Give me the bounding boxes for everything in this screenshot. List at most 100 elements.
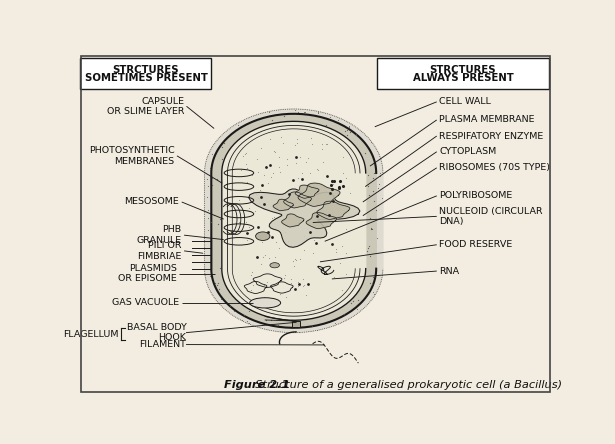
Point xyxy=(272,322,282,329)
Point xyxy=(304,229,314,236)
Point xyxy=(244,204,253,211)
Point xyxy=(240,150,250,157)
Point xyxy=(269,213,279,220)
Point xyxy=(253,223,263,230)
Text: STRCTURES: STRCTURES xyxy=(430,65,496,75)
Point xyxy=(203,182,213,190)
Point xyxy=(242,317,252,325)
Point xyxy=(293,282,303,289)
Point xyxy=(371,182,381,189)
Point xyxy=(312,234,322,241)
Point xyxy=(340,127,350,134)
Point xyxy=(286,276,296,283)
Polygon shape xyxy=(205,109,383,333)
Text: ALWAYS PRESENT: ALWAYS PRESENT xyxy=(413,73,514,83)
Point xyxy=(279,112,289,119)
Point xyxy=(331,201,341,208)
Point xyxy=(266,174,276,181)
Point xyxy=(363,244,373,251)
Point xyxy=(297,175,307,182)
Point xyxy=(217,144,227,151)
Point xyxy=(362,247,372,254)
Point xyxy=(313,166,323,174)
Point xyxy=(298,283,308,290)
Point xyxy=(292,140,302,147)
Point xyxy=(302,226,312,233)
Point xyxy=(234,218,244,226)
Point xyxy=(303,154,313,161)
Point xyxy=(328,198,338,205)
Point xyxy=(338,169,347,176)
Point xyxy=(239,312,249,319)
Point xyxy=(331,248,341,255)
Point xyxy=(269,147,279,155)
Point xyxy=(253,168,263,175)
Point xyxy=(328,180,338,187)
Point xyxy=(226,303,236,310)
Polygon shape xyxy=(317,201,350,219)
Point xyxy=(295,154,304,161)
Point xyxy=(366,139,376,146)
Point xyxy=(300,246,309,254)
Point xyxy=(284,238,293,245)
Point xyxy=(344,190,354,197)
Point xyxy=(202,193,212,200)
Point xyxy=(317,266,327,273)
Point xyxy=(261,163,271,170)
Point xyxy=(205,165,215,172)
Point xyxy=(207,182,217,189)
Point xyxy=(260,281,269,288)
Text: RIBOSOMES (70S TYPE): RIBOSOMES (70S TYPE) xyxy=(439,163,550,172)
Point xyxy=(375,170,384,177)
Point xyxy=(373,184,383,191)
Point xyxy=(295,280,304,287)
Point xyxy=(353,297,363,304)
Point xyxy=(309,188,319,195)
Point xyxy=(259,200,269,207)
Text: PLASMA MEMBRANE: PLASMA MEMBRANE xyxy=(439,115,534,124)
Point xyxy=(269,149,279,156)
Point xyxy=(274,154,284,161)
Text: RNA: RNA xyxy=(439,266,459,276)
Point xyxy=(365,242,375,250)
Point xyxy=(299,108,309,115)
Point xyxy=(291,160,301,167)
Point xyxy=(213,220,223,227)
Point xyxy=(367,280,377,287)
Point xyxy=(215,143,224,150)
Point xyxy=(293,108,303,115)
Text: BASAL BODY
HOOK: BASAL BODY HOOK xyxy=(127,323,186,342)
Point xyxy=(286,279,296,286)
Point xyxy=(255,199,264,206)
Point xyxy=(263,279,272,286)
Point xyxy=(349,297,359,304)
Point xyxy=(293,278,303,285)
Point xyxy=(293,175,303,182)
Point xyxy=(261,316,271,323)
Point xyxy=(317,145,327,152)
Point xyxy=(250,208,260,215)
Point xyxy=(312,108,322,115)
Point xyxy=(309,207,319,214)
Point xyxy=(368,174,378,182)
Point xyxy=(337,242,347,250)
Point xyxy=(295,255,305,262)
Point xyxy=(290,262,300,270)
Point xyxy=(213,279,223,286)
Point xyxy=(321,121,331,128)
Point xyxy=(329,274,339,281)
Text: Figure 2.1  Structure of a generalised prokaryotic cell (a Bacillus): Figure 2.1 Structure of a generalised pr… xyxy=(224,380,595,390)
Point xyxy=(343,306,353,313)
Point xyxy=(210,202,220,209)
Point xyxy=(255,187,264,194)
Point xyxy=(266,162,276,169)
Point xyxy=(244,307,254,314)
Point xyxy=(282,155,292,163)
Point xyxy=(290,255,300,262)
Point xyxy=(258,254,268,261)
Point xyxy=(247,271,256,278)
Point xyxy=(253,155,263,163)
Point xyxy=(317,141,327,148)
Point xyxy=(346,300,355,307)
Point xyxy=(205,252,215,259)
